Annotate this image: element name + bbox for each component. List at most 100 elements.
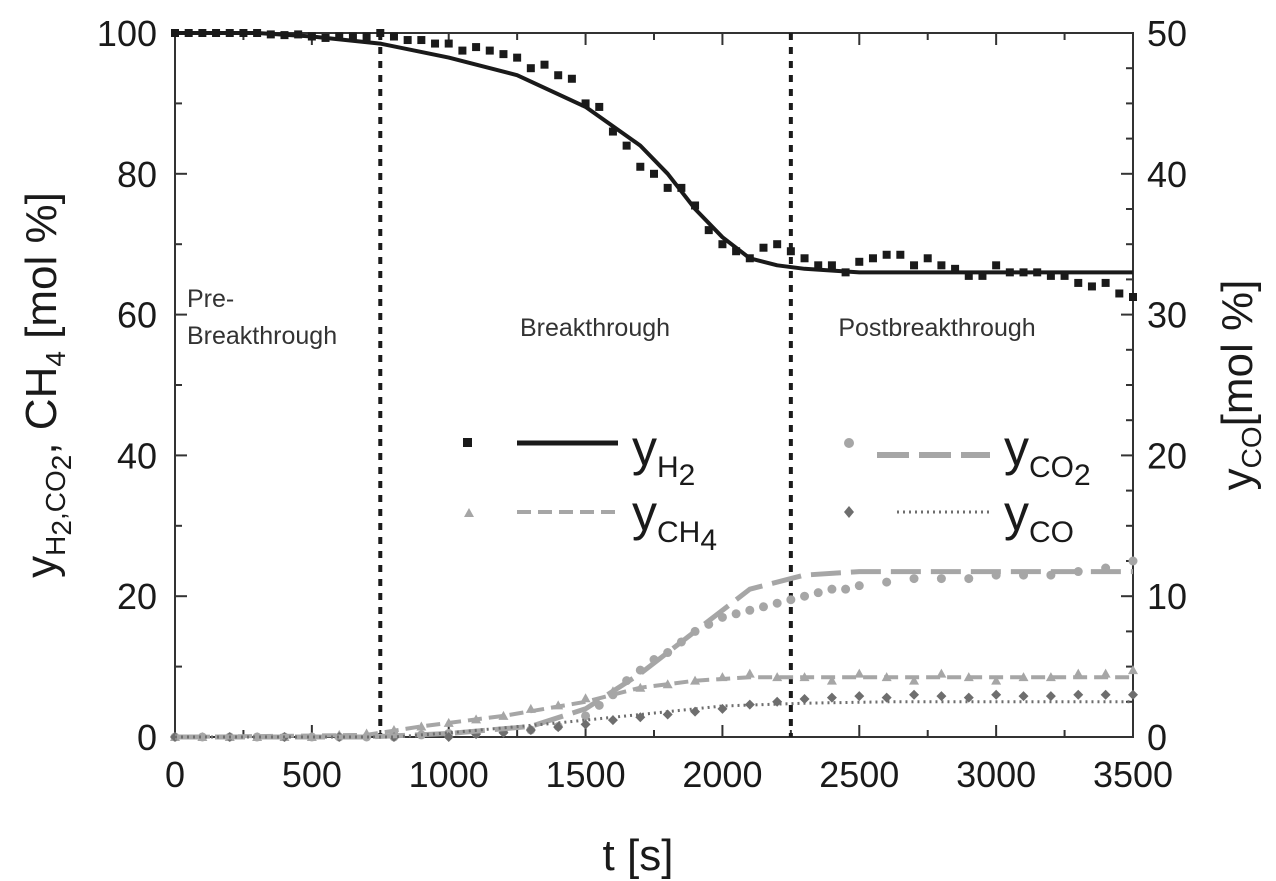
h2-data-point [472, 43, 481, 52]
co2-data-point [882, 577, 892, 587]
legend: yH2 yCO2 yCH4 yCO [463, 420, 1091, 557]
co-data-point [1018, 691, 1029, 702]
h2-data-point [923, 254, 932, 263]
y-right-tick-labels: 0 10 20 30 40 50 [1147, 13, 1187, 758]
h2-data-point [1115, 289, 1124, 298]
h2-data-point [362, 32, 371, 41]
co2-data-point [786, 595, 796, 605]
h2-data-point [1060, 271, 1069, 280]
co-data-point [1100, 689, 1111, 700]
h2-data-point [732, 247, 741, 256]
h2-model-line [175, 31, 1133, 275]
h2-data-point [485, 46, 494, 55]
co-data-point [991, 689, 1002, 700]
h2-data-point [978, 271, 987, 280]
co2-data-point [745, 605, 755, 615]
co2-data-point [854, 581, 864, 591]
h2-data-point [951, 264, 960, 273]
h2-data-point [540, 60, 549, 69]
h2-data-point [800, 254, 809, 263]
y-right-tick-label: 40 [1147, 154, 1187, 195]
legend-co2-label: yCO2 [1004, 420, 1091, 492]
legend-co-marker [844, 506, 854, 518]
h2-data-point [827, 261, 836, 270]
h2-data-point [896, 250, 905, 259]
co-data-point [881, 692, 892, 703]
h2-data-point [773, 240, 782, 249]
h2-data-point [1087, 282, 1096, 291]
x-tick-label: 500 [282, 754, 342, 795]
x-tick-labels: 0 500 1000 1500 2000 2500 3000 3500 [165, 754, 1173, 795]
y-left-axis-label: yH2,CO2, CH4 [mol %] [17, 192, 77, 578]
h2-data-point [937, 261, 946, 270]
h2-data-point [348, 32, 357, 41]
legend-ch4-marker [464, 508, 474, 517]
h2-data-point [677, 183, 686, 192]
h2-data-point [786, 247, 795, 256]
co2-data-point [909, 574, 919, 584]
co2-data-point [827, 584, 837, 594]
co2-data-point [964, 574, 974, 584]
co2-data-point [936, 574, 946, 584]
y-left-tick-labels: 0 20 40 60 80 100 [97, 13, 157, 758]
co2-data-point [772, 598, 782, 608]
ch4-data-point [826, 675, 837, 685]
x-axis-label: t [s] [603, 831, 674, 880]
co-data-point [1073, 689, 1084, 700]
co2-data-point [800, 591, 810, 601]
h2-data-point [992, 261, 1001, 270]
h2-data-point [581, 99, 590, 108]
x-tick-label: 2500 [819, 754, 899, 795]
y-left-tick-label: 100 [97, 13, 157, 54]
h2-data-point [444, 39, 453, 48]
legend-h2-label: yH2 [632, 420, 695, 492]
co2-data-point [1128, 556, 1138, 566]
h2-data-point [554, 71, 563, 80]
axis-ticks [174, 32, 1134, 738]
co-data-point [525, 724, 536, 735]
co2-data-point [663, 648, 673, 658]
x-tick-label: 0 [165, 754, 185, 795]
h2-data-point [910, 261, 919, 270]
region-label-pre-line2: Breakthrough [187, 322, 337, 350]
h2-data-point [868, 254, 877, 263]
legend-co-label: yCO [1004, 485, 1074, 549]
co-data-point [607, 715, 618, 726]
h2-data-point [759, 243, 768, 252]
legend-entry-ch4: yCH4 [464, 485, 717, 557]
co-data-point [909, 689, 920, 700]
x-tick-label: 3500 [1093, 754, 1173, 795]
model-series [174, 31, 1133, 740]
co-data-point [826, 692, 837, 703]
ch4-data-point [991, 675, 1002, 685]
region-boundaries [378, 33, 793, 737]
ch4-model-line [174, 675, 1133, 739]
h2-data-point [376, 29, 385, 37]
co-data-point [662, 709, 673, 720]
ch4-data-point [909, 675, 920, 685]
h2-data-point [458, 46, 467, 55]
x-tick-label: 3000 [956, 754, 1036, 795]
region-label-pre-line1: Pre- [187, 285, 234, 313]
y-right-tick-label: 50 [1147, 13, 1187, 54]
legend-ch4-label: yCH4 [632, 485, 717, 557]
co2-model-line [175, 569, 1133, 740]
legend-entry-h2: yH2 [463, 420, 695, 492]
h2-data-point [1074, 278, 1083, 287]
h2-data-point [1046, 271, 1055, 280]
h2-data-point [335, 32, 344, 41]
h2-data-point [663, 183, 672, 192]
y-left-tick-label: 60 [117, 295, 157, 336]
co2-data-point [841, 584, 851, 594]
y-left-tick-label: 40 [117, 435, 157, 476]
y-right-tick-label: 10 [1147, 576, 1187, 617]
co-data-point [936, 691, 947, 702]
ch4-data-point [1128, 665, 1138, 675]
co-model-line [175, 700, 1133, 739]
legend-h2-marker [463, 438, 472, 447]
region-label-breakthrough: Breakthrough [520, 314, 670, 342]
co-data-point [1128, 689, 1138, 700]
legend-entry-co2: yCO2 [844, 420, 1091, 492]
co-data-point [854, 691, 865, 702]
